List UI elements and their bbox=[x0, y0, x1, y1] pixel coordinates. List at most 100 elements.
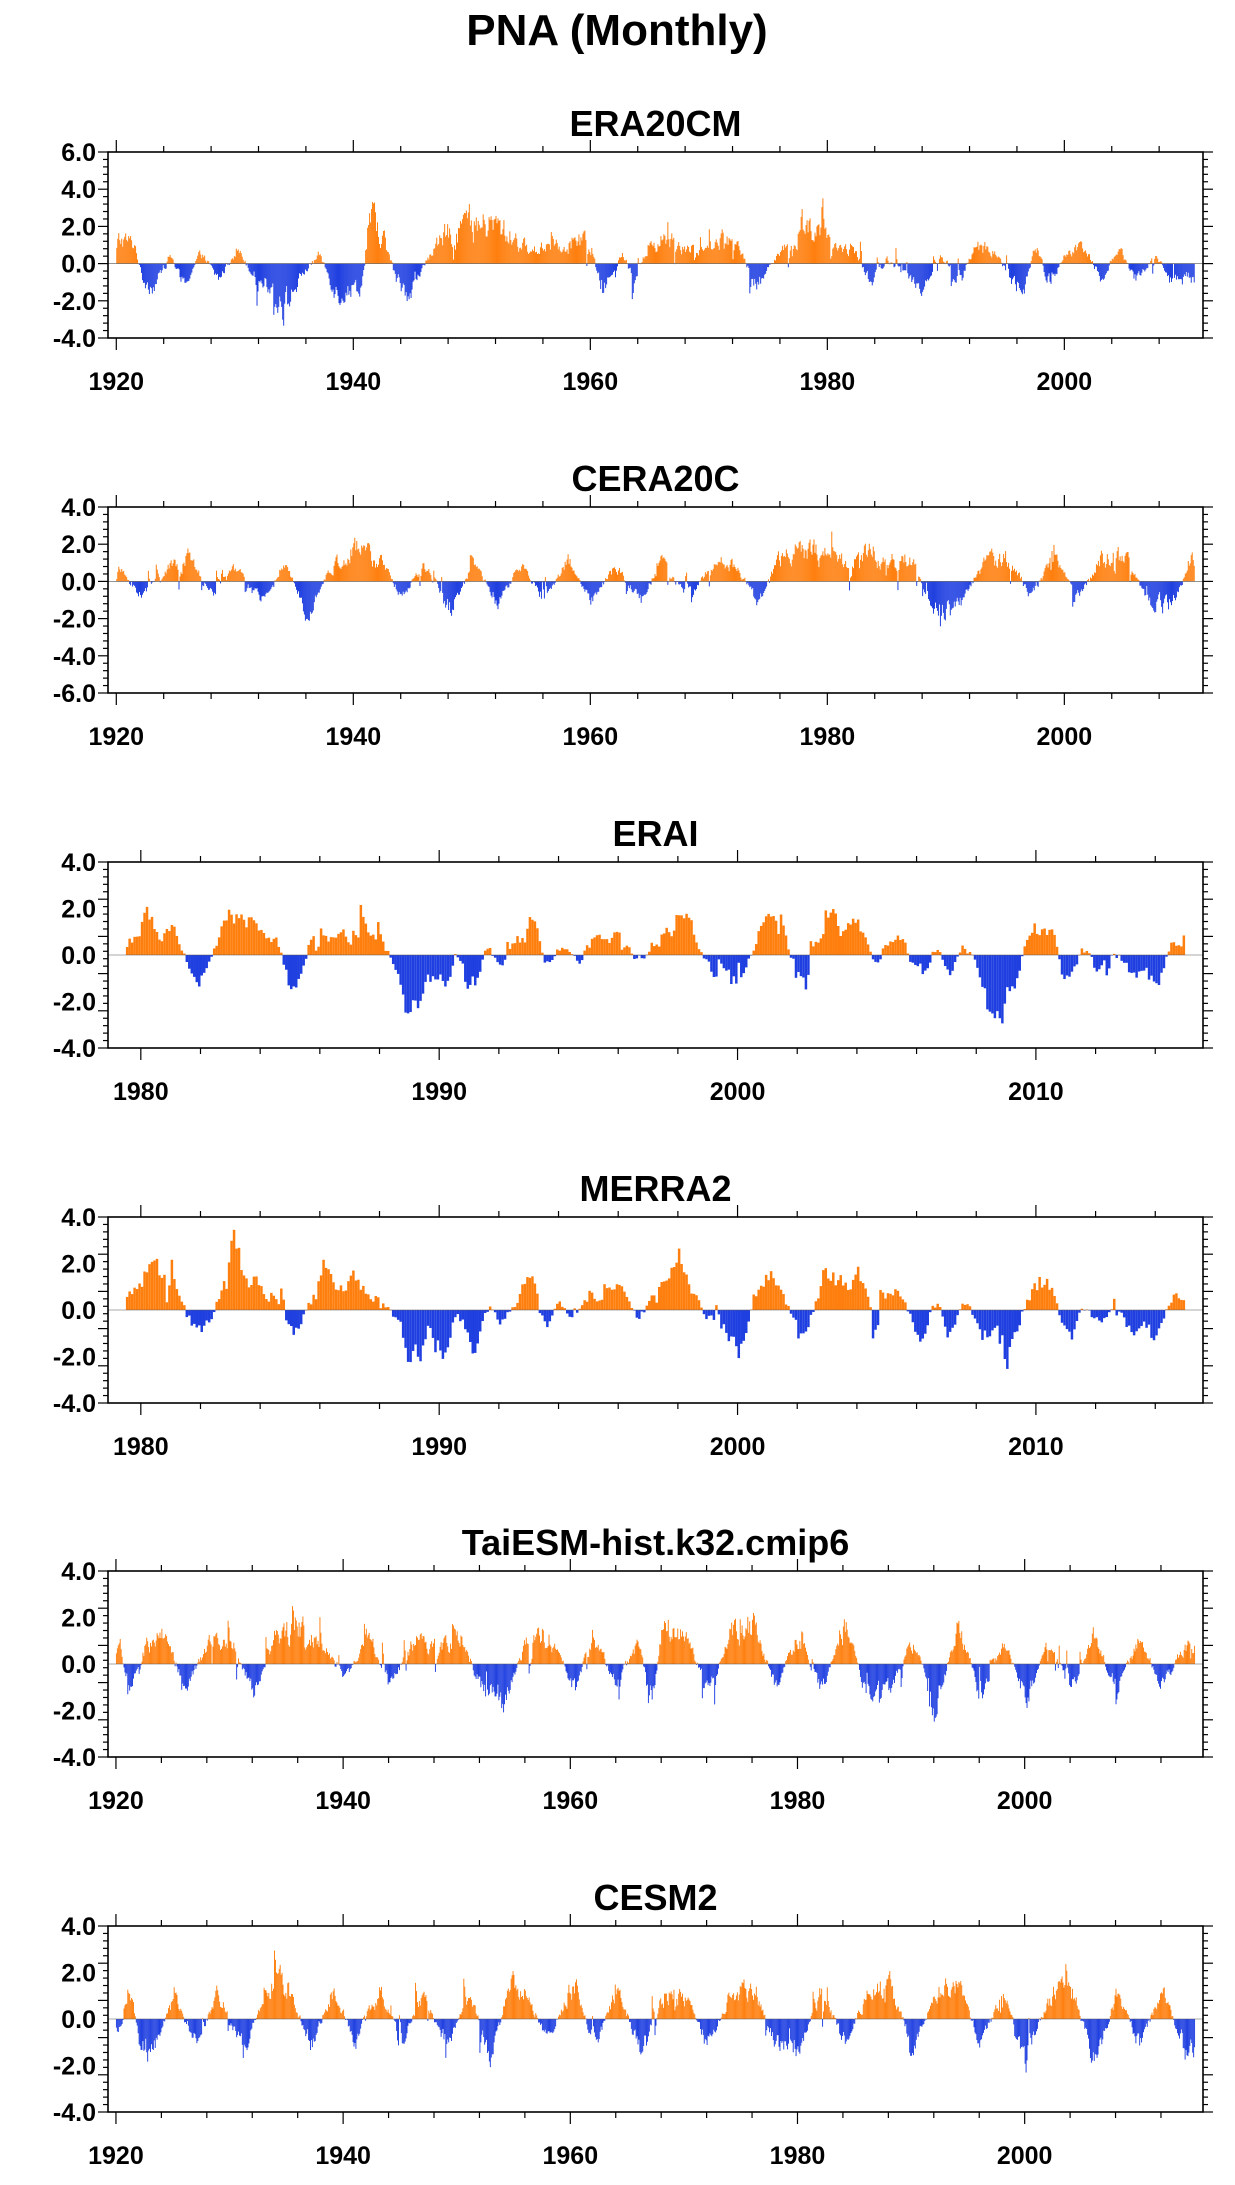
pna-bar bbox=[968, 581, 970, 589]
pna-bar bbox=[1003, 263, 1005, 266]
pna-bar bbox=[269, 263, 271, 294]
pna-bar bbox=[707, 247, 709, 264]
pna-bar bbox=[712, 955, 716, 978]
pna-bar bbox=[595, 1646, 597, 1664]
pna-bar bbox=[1062, 569, 1064, 582]
pna-bar bbox=[116, 247, 118, 264]
pna-bar bbox=[156, 1633, 158, 1664]
pna-bar bbox=[382, 1653, 384, 1664]
pna-bar bbox=[725, 955, 728, 971]
pna-bar bbox=[444, 1636, 446, 1664]
pna-bar bbox=[253, 581, 255, 591]
pna-bar bbox=[149, 263, 151, 287]
pna-bar bbox=[1112, 259, 1114, 264]
pna-bar bbox=[606, 1664, 608, 1667]
pna-bar bbox=[332, 937, 335, 955]
pna-bar bbox=[581, 240, 583, 264]
pna-bar bbox=[198, 252, 200, 264]
pna-bar bbox=[1162, 1310, 1166, 1319]
pna-bar bbox=[256, 581, 258, 589]
pna-bar bbox=[343, 560, 345, 582]
pna-bar bbox=[536, 1293, 539, 1310]
pna-bar bbox=[466, 1650, 468, 1664]
pna-bar bbox=[802, 955, 805, 978]
pna-bar bbox=[135, 2019, 137, 2023]
pna-bar bbox=[1183, 1649, 1185, 1664]
pna-bar bbox=[1039, 580, 1041, 582]
pna-bar bbox=[1076, 250, 1078, 264]
pna-bar bbox=[1097, 263, 1099, 272]
pna-bar bbox=[578, 955, 581, 964]
pna-bar bbox=[956, 581, 958, 598]
pna-bar bbox=[1023, 1309, 1026, 1310]
pna-bar bbox=[1135, 1310, 1138, 1332]
pna-bar bbox=[146, 263, 148, 283]
pna-bar bbox=[889, 562, 891, 582]
pna-bar bbox=[1163, 263, 1165, 268]
pna-bar bbox=[663, 1629, 665, 1664]
pna-bar bbox=[702, 250, 704, 264]
pna-bar bbox=[1092, 575, 1094, 582]
pna-bar bbox=[169, 2010, 171, 2019]
pna-bar bbox=[280, 1288, 283, 1310]
pna-bar bbox=[298, 263, 299, 279]
pna-bar bbox=[163, 2019, 165, 2021]
pna-bar bbox=[832, 909, 835, 955]
pna-bar bbox=[1190, 1658, 1192, 1664]
pna-bar bbox=[305, 581, 307, 620]
pna-bar bbox=[850, 1642, 852, 1664]
pna-bar bbox=[340, 263, 342, 303]
pna-bar bbox=[1067, 254, 1069, 264]
pna-bar bbox=[1085, 250, 1087, 264]
pna-bar bbox=[441, 576, 443, 582]
pna-bar bbox=[310, 2019, 311, 2050]
pna-bar bbox=[183, 953, 186, 955]
pna-bar bbox=[810, 231, 812, 264]
pna-bar bbox=[1020, 1664, 1022, 1681]
pna-bar bbox=[247, 581, 249, 585]
pna-bar bbox=[1062, 260, 1064, 264]
pna-bar bbox=[1174, 581, 1176, 601]
pna-bar bbox=[989, 1659, 991, 1664]
pna-bar bbox=[459, 1646, 461, 1664]
pna-bar bbox=[1052, 1651, 1054, 1664]
pna-bar bbox=[361, 1645, 363, 1664]
pna-bar bbox=[619, 257, 621, 264]
pna-bar bbox=[1098, 955, 1101, 970]
pna-bar bbox=[957, 258, 959, 264]
pna-bar bbox=[657, 565, 659, 582]
pna-bar bbox=[271, 1645, 273, 1664]
pna-bar bbox=[481, 576, 483, 582]
pna-bar bbox=[1156, 581, 1158, 602]
pna-bar bbox=[909, 955, 912, 962]
pna-bar bbox=[828, 234, 830, 264]
pna-bar bbox=[691, 245, 693, 264]
pna-bar bbox=[774, 565, 776, 582]
pna-bar bbox=[746, 263, 748, 268]
pna-bar bbox=[237, 2019, 239, 2035]
pna-bar bbox=[424, 955, 427, 982]
pna-bar bbox=[356, 1661, 358, 1664]
pna-bar bbox=[224, 263, 226, 267]
pna-bar bbox=[1122, 1664, 1124, 1674]
pna-bar bbox=[288, 263, 290, 304]
pna-bar bbox=[1147, 955, 1151, 980]
pna-bar bbox=[230, 1641, 232, 1664]
pna-bar bbox=[1049, 263, 1051, 282]
pna-bar bbox=[240, 1270, 243, 1310]
pna-bar bbox=[686, 1638, 688, 1664]
pna-bar bbox=[117, 571, 119, 582]
pna-bar bbox=[345, 2019, 346, 2020]
pna-bar bbox=[244, 1664, 246, 1676]
pna-bar bbox=[1168, 263, 1170, 276]
pna-bar bbox=[418, 1639, 420, 1664]
pna-bar bbox=[341, 1664, 343, 1671]
pna-bar bbox=[127, 579, 129, 582]
pna-bar bbox=[1124, 555, 1126, 582]
pna-bar bbox=[941, 581, 943, 605]
pna-bar bbox=[1002, 263, 1004, 267]
pna-bar bbox=[243, 1664, 245, 1670]
pna-bar bbox=[732, 567, 734, 582]
pna-bar bbox=[239, 250, 241, 264]
pna-bar bbox=[778, 255, 780, 264]
